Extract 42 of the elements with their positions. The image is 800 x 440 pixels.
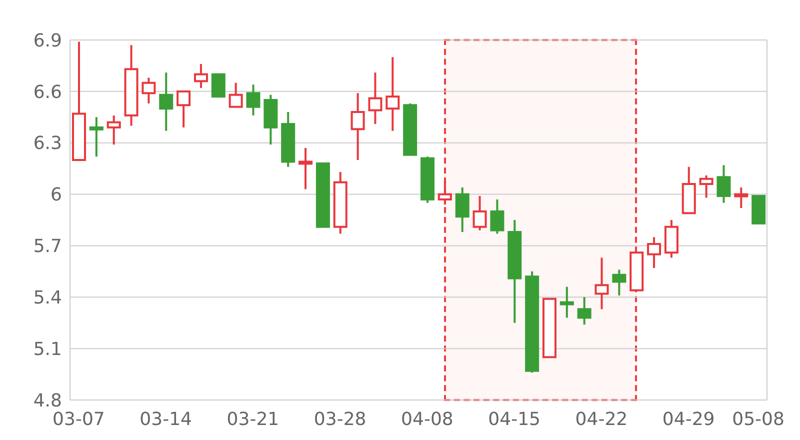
y-tick-label: 5.7 <box>33 236 62 258</box>
x-tick-label: 04-29 <box>662 408 715 430</box>
candlestick <box>577 296 592 326</box>
y-tick-label: 4.8 <box>33 390 62 412</box>
candlestick <box>176 90 191 128</box>
candlestick <box>594 256 609 310</box>
candlestick <box>490 198 504 235</box>
x-tick-label: 03-07 <box>52 408 105 430</box>
candlestick <box>228 82 243 108</box>
candlestick <box>612 268 626 296</box>
candlestick <box>142 76 156 104</box>
candlestick <box>438 180 452 206</box>
candlestick <box>472 195 487 232</box>
candlestick <box>560 286 574 319</box>
y-tick-label: 6.3 <box>33 133 62 154</box>
x-tick-label: 04-22 <box>575 408 628 430</box>
candlestick <box>298 147 313 190</box>
candlestick <box>106 114 121 146</box>
candlestick <box>386 56 400 132</box>
y-tick-label: 6 <box>50 184 62 206</box>
candlestick <box>455 186 470 233</box>
candlestick <box>716 164 731 204</box>
candlestick <box>350 92 365 161</box>
candlestick <box>246 84 260 116</box>
candlestick <box>159 72 174 132</box>
x-tick-label: 03-28 <box>314 408 366 430</box>
y-tick-label: 6.6 <box>33 82 62 103</box>
y-tick-label: 5.4 <box>33 288 62 309</box>
candlestick <box>699 174 714 199</box>
y-tick-label: 5.1 <box>33 338 62 360</box>
x-tick-label: 03-21 <box>226 408 280 430</box>
x-tick-label: 03-14 <box>140 408 192 430</box>
candlestick <box>211 73 226 98</box>
x-tick-label: 04-15 <box>488 408 540 430</box>
x-tick-label: 04-08 <box>401 408 454 430</box>
candlestick <box>734 186 748 209</box>
y-tick-label: 6.9 <box>33 30 62 52</box>
candlestick <box>194 63 208 89</box>
x-tick-label: 05-08 <box>732 408 784 430</box>
candlestick <box>368 72 382 125</box>
candlestick <box>89 116 104 158</box>
candlestick <box>647 236 662 269</box>
